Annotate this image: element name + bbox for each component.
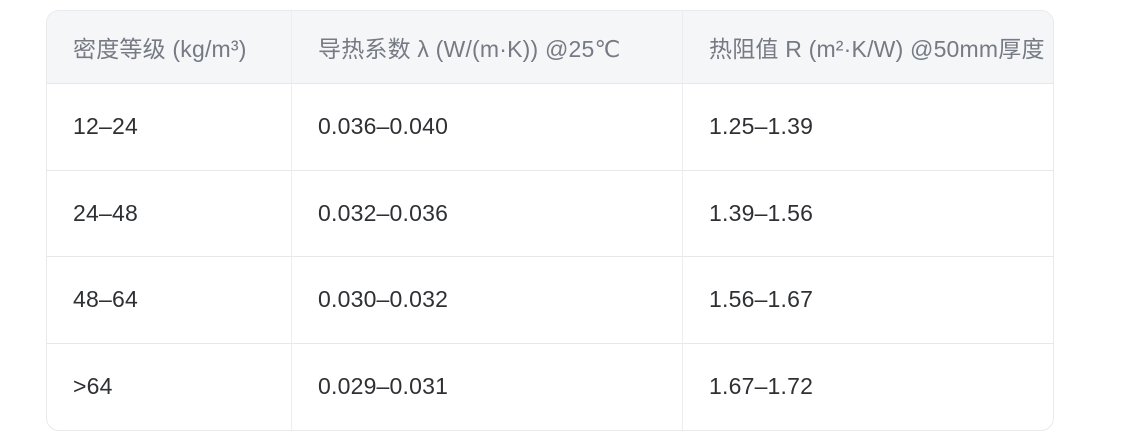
- conductivity-value: 0.032–0.036: [318, 199, 449, 226]
- resistance-value: 1.39–1.56: [709, 199, 814, 226]
- table-cell: 1.56–1.67: [683, 257, 1053, 344]
- table-cell: 0.029–0.031: [292, 343, 683, 430]
- table-cell: >64: [47, 343, 292, 430]
- density-value: >64: [73, 373, 113, 400]
- table-cell: 48–64: [47, 257, 292, 344]
- density-value: 24–48: [73, 199, 138, 226]
- density-value: 12–24: [73, 113, 138, 140]
- material-specs-table: 密度等级 (kg/m³) 导热系数 λ (W/(m·K)) @25℃ 热阻值 R…: [46, 10, 1054, 431]
- resistance-value: 1.56–1.67: [709, 286, 814, 313]
- resistance-value: 1.67–1.72: [709, 373, 814, 400]
- column-header-thermal-resistance-label: 热阻值 R (m²·K/W) @50mm厚度: [709, 36, 1045, 62]
- table-cell: 24–48: [47, 170, 292, 257]
- table-cell: 0.032–0.036: [292, 170, 683, 257]
- column-header-thermal-conductivity-label: 导热系数 λ (W/(m·K)) @25℃: [318, 36, 621, 62]
- table-cell: 0.030–0.032: [292, 257, 683, 344]
- conductivity-value: 0.030–0.032: [318, 286, 449, 313]
- table-cell: 0.036–0.040: [292, 84, 683, 171]
- table-cell: 12–24: [47, 84, 292, 171]
- conductivity-value: 0.029–0.031: [318, 373, 449, 400]
- table-cell: 1.25–1.39: [683, 84, 1053, 171]
- resistance-value: 1.25–1.39: [709, 113, 814, 140]
- table-cell: 1.67–1.72: [683, 344, 1053, 431]
- column-header-thermal-resistance: 热阻值 R (m²·K/W) @50mm厚度: [683, 11, 1053, 84]
- column-header-thermal-conductivity: 导热系数 λ (W/(m·K)) @25℃: [292, 11, 683, 84]
- table-cell: 1.39–1.56: [683, 171, 1053, 257]
- conductivity-value: 0.036–0.040: [318, 113, 449, 140]
- column-header-density-label: 密度等级 (kg/m³): [73, 36, 247, 62]
- density-value: 48–64: [73, 286, 138, 313]
- column-header-density: 密度等级 (kg/m³): [47, 11, 292, 84]
